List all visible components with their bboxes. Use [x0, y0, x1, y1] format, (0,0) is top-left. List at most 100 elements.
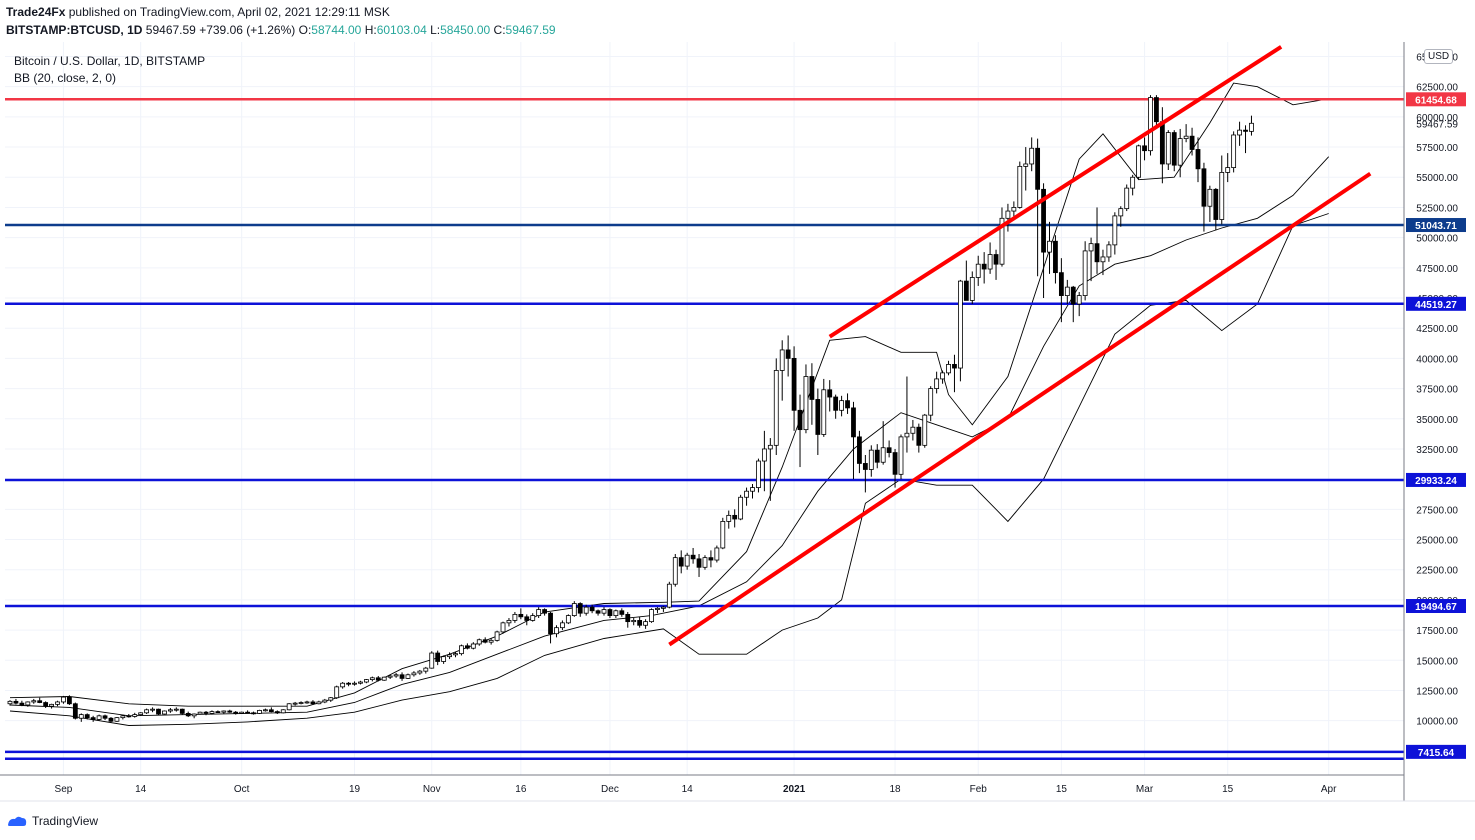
- x-tick-label: Feb: [970, 784, 988, 795]
- candle-body: [934, 378, 940, 389]
- candle-body: [393, 674, 399, 677]
- candle-body: [910, 426, 916, 434]
- candle-body: [298, 702, 304, 704]
- candle-body: [720, 521, 726, 549]
- candle-body: [601, 609, 607, 614]
- candle-body: [1106, 244, 1112, 258]
- candle-body: [862, 463, 868, 470]
- candle-body: [185, 713, 191, 717]
- x-tick-label: 19: [349, 784, 361, 795]
- price-chart[interactable]: 10000.0012500.0015000.0017500.0020000.00…: [0, 42, 1475, 812]
- candle-body: [500, 622, 506, 633]
- candle-body: [589, 606, 595, 612]
- y-tick-label: 55000.00: [1416, 173, 1458, 184]
- candle-body: [1213, 188, 1219, 220]
- footer-brand[interactable]: TradingView: [6, 814, 98, 828]
- candle-body: [696, 558, 702, 568]
- candle-body: [536, 609, 542, 616]
- chart-legend: Bitcoin / U.S. Dollar, 1D, BITSTAMP BB (…: [14, 53, 205, 87]
- candle-body: [1100, 256, 1106, 263]
- candle-body: [714, 547, 720, 561]
- candle-body: [1130, 176, 1136, 189]
- y-tick-label: 40000.00: [1416, 354, 1458, 365]
- candle-body: [316, 701, 322, 705]
- candle-body: [334, 686, 340, 699]
- legend-indicator[interactable]: BB (20, close, 2, 0): [14, 71, 117, 85]
- candle-body: [690, 554, 696, 560]
- candle-body: [245, 711, 251, 714]
- candle-body: [940, 372, 945, 380]
- candle-body: [1195, 149, 1201, 170]
- candle-body: [607, 609, 613, 616]
- candle-body: [268, 709, 274, 713]
- candle-body: [803, 376, 809, 431]
- candle-body: [1070, 286, 1076, 305]
- candle-body: [494, 631, 500, 641]
- y-tick-label: 22500.00: [1416, 566, 1458, 577]
- candle-body: [1231, 134, 1237, 168]
- x-tick-label: Oct: [234, 784, 250, 795]
- candle-body: [1076, 295, 1082, 305]
- level-label-bg: [1406, 744, 1466, 759]
- candle-body: [1094, 243, 1100, 263]
- x-tick-label: 2021: [783, 784, 806, 795]
- candle-body: [981, 263, 987, 270]
- candle-body: [750, 487, 755, 492]
- candle-body: [952, 364, 957, 369]
- x-tick-label: Dec: [601, 784, 619, 795]
- candle-body: [791, 357, 797, 411]
- candle-body: [1136, 145, 1141, 178]
- candle-body: [156, 708, 161, 715]
- candle-body: [827, 389, 833, 398]
- candle-body: [381, 676, 387, 681]
- symbol-line: BITSTAMP:BTCUSD, 1D 59467.59 +739.06 (+1…: [6, 23, 556, 37]
- candle-body: [459, 645, 464, 655]
- high-label: H:: [364, 23, 377, 37]
- x-tick-label: 16: [515, 784, 527, 795]
- candle-body: [114, 717, 120, 722]
- candle-body: [363, 679, 369, 683]
- candle-body: [144, 709, 150, 714]
- candle-body: [708, 557, 714, 561]
- candle-body: [1011, 207, 1017, 212]
- candle-body: [738, 496, 744, 520]
- candle-body: [821, 389, 827, 435]
- candle-body: [1165, 132, 1171, 165]
- candle-body: [67, 696, 72, 705]
- candle-body: [441, 656, 447, 662]
- currency-badge[interactable]: USD: [1424, 49, 1454, 64]
- candle-body: [1053, 240, 1058, 274]
- candle-body: [292, 702, 298, 705]
- candle-body: [1088, 243, 1094, 252]
- close-label: C:: [493, 23, 506, 37]
- candle-body: [251, 712, 256, 715]
- candle-body: [203, 711, 209, 714]
- candle-body: [1082, 250, 1088, 296]
- candle-body: [7, 700, 13, 705]
- candle-body: [221, 710, 227, 713]
- candle-body: [631, 620, 637, 623]
- candle-body: [352, 682, 357, 685]
- level-label: 61454.68: [1415, 95, 1457, 106]
- candle-body: [429, 652, 435, 669]
- candle-body: [322, 699, 328, 703]
- candle-body: [886, 447, 892, 453]
- candle-body: [1201, 168, 1207, 207]
- candle-body: [464, 645, 470, 649]
- x-tick-label: 15: [1056, 784, 1068, 795]
- candle-body: [120, 715, 126, 719]
- y-tick-label: 42500.00: [1416, 324, 1458, 335]
- candle-body: [868, 449, 874, 470]
- candle-body: [90, 717, 96, 720]
- candle-body: [524, 616, 530, 621]
- candle-body: [649, 609, 654, 623]
- candle-body: [286, 703, 292, 711]
- candle-body: [1047, 240, 1052, 253]
- level-label: 44519.27: [1415, 300, 1457, 311]
- x-tick-label: Apr: [1321, 784, 1337, 795]
- candle-body: [417, 670, 423, 674]
- candle-body: [1118, 208, 1124, 217]
- published-text: published on TradingView.com, April 02, …: [68, 5, 390, 19]
- candle-body: [1058, 272, 1064, 296]
- candle-body: [987, 254, 993, 270]
